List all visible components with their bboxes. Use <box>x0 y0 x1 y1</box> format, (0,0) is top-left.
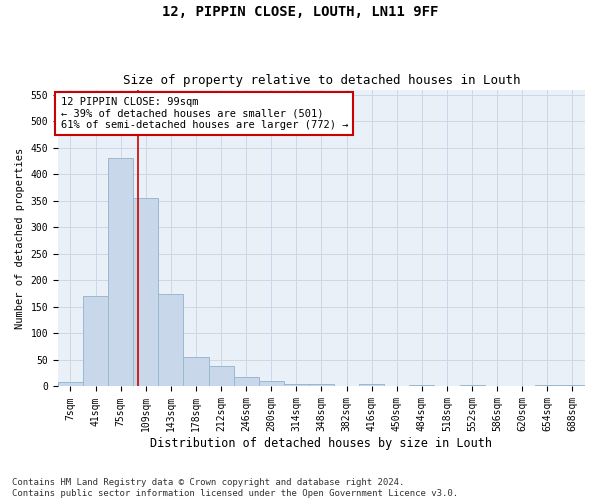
Bar <box>460 385 485 386</box>
Bar <box>184 358 209 386</box>
Bar <box>409 385 434 386</box>
Text: 12 PIPPIN CLOSE: 99sqm
← 39% of detached houses are smaller (501)
61% of semi-de: 12 PIPPIN CLOSE: 99sqm ← 39% of detached… <box>61 97 348 130</box>
Bar <box>259 381 284 386</box>
Bar <box>309 384 334 386</box>
Bar <box>58 382 83 386</box>
Bar <box>359 384 384 386</box>
Bar <box>233 377 259 386</box>
Bar <box>535 385 560 386</box>
X-axis label: Distribution of detached houses by size in Louth: Distribution of detached houses by size … <box>151 437 493 450</box>
Text: 12, PIPPIN CLOSE, LOUTH, LN11 9FF: 12, PIPPIN CLOSE, LOUTH, LN11 9FF <box>162 5 438 19</box>
Bar <box>108 158 133 386</box>
Bar <box>83 296 108 386</box>
Text: Contains HM Land Registry data © Crown copyright and database right 2024.
Contai: Contains HM Land Registry data © Crown c… <box>12 478 458 498</box>
Y-axis label: Number of detached properties: Number of detached properties <box>15 148 25 328</box>
Title: Size of property relative to detached houses in Louth: Size of property relative to detached ho… <box>123 74 520 87</box>
Bar <box>209 366 233 386</box>
Bar <box>284 384 309 386</box>
Bar <box>158 294 184 386</box>
Bar <box>560 385 585 386</box>
Bar <box>133 198 158 386</box>
